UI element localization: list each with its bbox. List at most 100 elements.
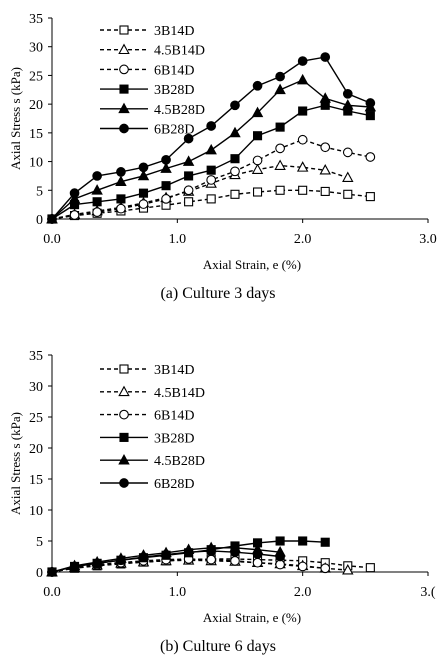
- y-tick-label: 0: [36, 213, 43, 228]
- legend-label: 6B28D: [154, 477, 194, 492]
- data-point: [365, 111, 375, 121]
- data-point: [251, 106, 264, 118]
- data-point: [206, 121, 217, 131]
- figure-caption: (b) Culture 6 days: [160, 638, 276, 655]
- legend-label: 6B14D: [154, 409, 194, 424]
- data-point: [342, 171, 354, 183]
- data-point: [230, 100, 240, 111]
- y-tick-label: 35: [29, 12, 43, 27]
- legend-label: 3B14D: [154, 24, 194, 39]
- data-point: [275, 143, 285, 154]
- y-tick-label: 0: [36, 566, 43, 581]
- data-point: [92, 197, 102, 207]
- x-tick-label: 0.0: [43, 585, 61, 600]
- data-point: [275, 71, 285, 82]
- data-point: [161, 154, 171, 165]
- data-point: [252, 549, 263, 559]
- data-point: [275, 185, 285, 195]
- data-point: [320, 186, 330, 196]
- series-line: [51, 558, 371, 573]
- data-point: [298, 536, 308, 546]
- data-point: [230, 166, 240, 177]
- data-point: [116, 555, 126, 566]
- data-point: [275, 551, 285, 562]
- legend-label: 4.5B14D: [154, 44, 205, 59]
- data-point: [138, 552, 149, 562]
- data-point: [183, 133, 194, 144]
- data-point: [91, 184, 103, 195]
- legend-marker: [119, 64, 129, 75]
- legend-marker: [119, 123, 129, 134]
- y-tick-label: 30: [29, 380, 43, 395]
- data-point: [184, 197, 194, 207]
- x-tick-label: 0.0: [43, 232, 61, 247]
- legend-marker: [118, 385, 130, 397]
- data-point: [320, 52, 331, 62]
- data-point: [342, 563, 354, 575]
- legend-label: 6B14D: [154, 63, 194, 78]
- y-axis-label: Axial Stress s (kPa): [8, 412, 23, 515]
- legend-marker: [119, 25, 129, 35]
- data-point: [68, 192, 81, 204]
- y-tick-label: 15: [29, 127, 43, 142]
- y-tick-label: 5: [36, 535, 43, 550]
- legend-marker: [118, 43, 130, 55]
- data-point: [274, 83, 286, 95]
- series-line: [51, 189, 371, 220]
- legend-label: 6B28D: [154, 123, 194, 138]
- legend: 3B14D 4.5B14D 6B14D 3B28D 4.5B28D 6B28D: [100, 24, 205, 138]
- data-point: [274, 159, 286, 170]
- legend-label: 3B14D: [154, 363, 194, 378]
- data-point: [182, 155, 195, 166]
- data-point: [183, 547, 194, 558]
- x-tick-label: 3.0: [419, 232, 437, 247]
- data-point: [206, 194, 216, 204]
- x-tick-label: 2.0: [294, 585, 312, 600]
- data-point: [69, 210, 80, 220]
- data-point: [230, 555, 240, 566]
- data-point: [319, 92, 331, 103]
- figure-caption: (a) Culture 3 days: [160, 285, 275, 302]
- data-point: [342, 88, 353, 99]
- data-point: [161, 549, 171, 560]
- legend-marker: [119, 84, 129, 94]
- y-tick-label: 30: [29, 41, 43, 56]
- data-point: [160, 162, 172, 173]
- data-point: [47, 567, 57, 577]
- data-point: [365, 98, 376, 108]
- data-point: [251, 163, 264, 174]
- data-point: [275, 122, 285, 132]
- data-point: [298, 106, 308, 116]
- data-point: [320, 563, 331, 574]
- data-point: [230, 189, 240, 199]
- legend-label: 4.5B28D: [154, 103, 205, 118]
- data-point: [92, 171, 102, 181]
- series-6B14D: [47, 554, 331, 577]
- series-3B28D: [47, 100, 375, 224]
- legend-marker: [119, 478, 129, 488]
- data-point: [92, 558, 102, 569]
- legend-label: 4.5B14D: [154, 386, 205, 401]
- data-point: [252, 155, 263, 166]
- legend-marker: [118, 454, 130, 465]
- data-point: [252, 557, 263, 568]
- data-point: [320, 142, 331, 153]
- data-point: [320, 537, 330, 547]
- data-point: [296, 73, 309, 85]
- data-point: [297, 134, 308, 145]
- data-point: [297, 561, 308, 572]
- data-point: [342, 147, 353, 158]
- data-point: [252, 187, 263, 197]
- data-point: [137, 169, 150, 181]
- legend-marker: [119, 364, 129, 374]
- data-point: [297, 56, 308, 66]
- data-point: [69, 561, 80, 572]
- data-point: [275, 536, 285, 546]
- legend-label: 3B28D: [154, 83, 194, 98]
- legend-label: 3B28D: [154, 431, 194, 446]
- data-point: [206, 175, 217, 185]
- data-point: [365, 192, 375, 202]
- x-tick-label: 2.0: [294, 232, 312, 247]
- data-point: [206, 554, 217, 565]
- data-point: [252, 131, 263, 141]
